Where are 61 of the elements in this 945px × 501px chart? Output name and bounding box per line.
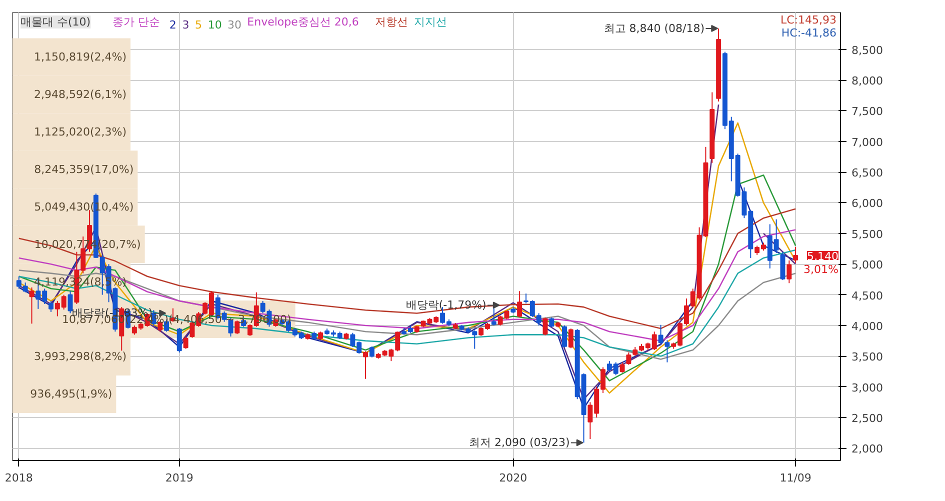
y-tick-label: 2,000	[852, 442, 883, 456]
text: 5	[195, 18, 202, 32]
candlestick	[626, 352, 632, 366]
line-series	[18, 270, 796, 360]
candlestick	[542, 317, 548, 336]
annotation: 매물대 수(10)	[20, 16, 91, 28]
y-tick-label: 8,500	[852, 44, 883, 57]
y-tick-label: 7,500	[852, 105, 883, 118]
text: 저항선	[374, 16, 408, 28]
candlestick	[363, 350, 368, 380]
candlestick	[183, 336, 188, 350]
y-tick-label: 5,500	[852, 228, 883, 241]
annotation: 5,140	[807, 250, 839, 264]
text: 10	[208, 18, 222, 32]
candlestick	[568, 328, 574, 349]
annotation: 3,01%	[804, 263, 839, 276]
y-tick-label: 6,000	[852, 197, 883, 210]
text: Envelope중심선 20,6	[247, 16, 359, 28]
annotation: HC:-41,86	[781, 26, 837, 40]
y-tick-label: 4,000	[852, 320, 883, 333]
band-label: 936,495(1,9%)	[30, 388, 112, 401]
x-tick-label: 2020	[499, 472, 528, 484]
y-tick-label: 5,000	[852, 258, 883, 272]
candlestick	[369, 346, 374, 358]
y-tick-label: 2,500	[852, 412, 883, 426]
y-tick-label: 3,500	[852, 350, 883, 364]
text: 2	[169, 18, 176, 32]
legend-title: 종가 단순	[112, 16, 160, 28]
candlestick	[48, 300, 54, 312]
band-label: 2,948,592(6,1%)	[34, 88, 127, 101]
annotation: 최저 2,090 (03/23)	[468, 436, 570, 450]
text: 3	[182, 18, 190, 32]
candlestick	[517, 290, 522, 318]
candlestick	[562, 324, 567, 348]
x-tick-label: 2019	[165, 472, 194, 484]
y-tick-label: 8,000	[852, 74, 883, 88]
band-label: 1,150,819(2,4%)	[34, 50, 127, 64]
candlestick	[620, 362, 625, 374]
y-tick-label: 3,000	[852, 381, 883, 394]
y-tick-label: 6,500	[852, 166, 883, 180]
band-label: 8,245,359(17,0%)	[34, 162, 134, 176]
candlestick	[786, 260, 792, 284]
candlestick	[68, 290, 73, 314]
candlestick	[176, 327, 182, 353]
x-tick-label: 2018	[4, 472, 33, 484]
band-label: 3,993,298(8,2%)	[34, 350, 127, 364]
candlestick	[491, 308, 496, 326]
candlestick	[549, 317, 554, 328]
x-tick-label: 11/09	[780, 472, 812, 484]
annotation: LC:145,93	[780, 14, 837, 26]
text: 지지선	[414, 16, 447, 28]
band-label: 1,125,020(2,3%)	[34, 125, 127, 138]
text: 30	[228, 18, 242, 32]
annotation: 배당락(-1,79%)	[406, 298, 486, 312]
candlestick	[234, 320, 240, 335]
candlestick	[780, 251, 786, 281]
candlestick	[29, 286, 34, 324]
y-tick-label: 7,000	[852, 136, 883, 149]
y-tick-label: 4,500	[852, 289, 883, 302]
candlestick	[793, 246, 798, 264]
annotation: 최고 8,840 (08/18)	[604, 22, 705, 35]
